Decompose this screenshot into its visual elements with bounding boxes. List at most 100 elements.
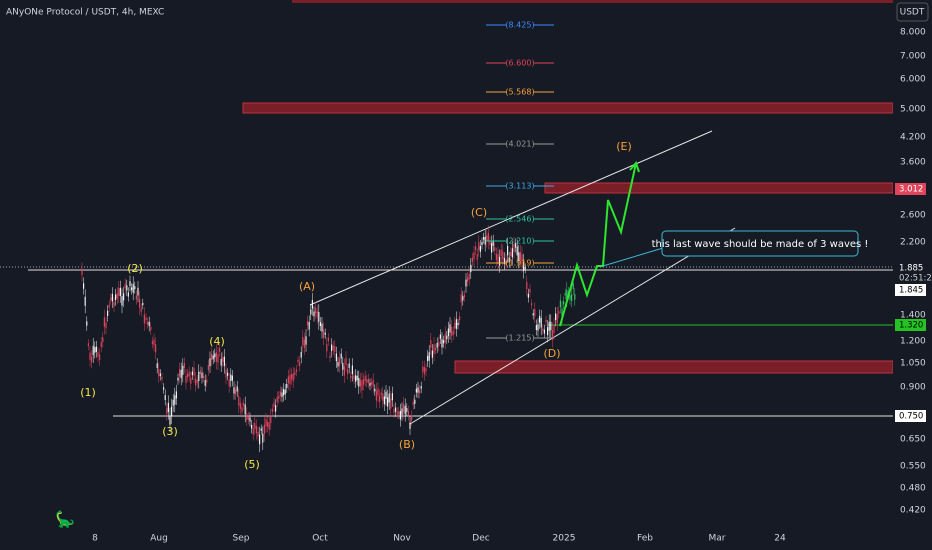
candle-body <box>318 312 320 322</box>
candle-body <box>143 314 145 324</box>
candle-body <box>511 248 513 258</box>
candle-body <box>559 300 561 308</box>
time-label: Oct <box>312 534 328 544</box>
candle-body <box>191 371 193 376</box>
candle-body <box>425 368 427 372</box>
candle-body <box>537 324 539 331</box>
candle-body <box>371 381 373 385</box>
candle-body <box>259 434 261 445</box>
candle-body <box>203 375 205 379</box>
candle-body <box>455 319 457 329</box>
candle-body <box>124 283 126 289</box>
candle-body <box>87 343 89 346</box>
candle-body <box>199 370 201 375</box>
candle-body <box>419 389 421 394</box>
currency[interactable]: USDT <box>900 8 925 18</box>
candle-body <box>307 321 309 326</box>
candle-body <box>494 247 496 251</box>
price-label: 1.200 <box>900 337 926 347</box>
candle-body <box>175 391 177 399</box>
candle-body <box>423 367 425 375</box>
candle-body <box>89 352 91 360</box>
fib-label: (3.113) <box>505 182 534 191</box>
candle-body <box>436 342 438 348</box>
candle-body <box>323 329 325 338</box>
candle-body <box>435 347 437 351</box>
price-tag-text: 1.845 <box>899 286 923 296</box>
currency-box[interactable] <box>896 2 929 22</box>
candle-body <box>233 387 235 394</box>
fib-label: (2.210) <box>505 237 534 246</box>
candle-body <box>265 419 267 427</box>
price-label: 3.600 <box>900 158 926 168</box>
candles <box>81 225 576 453</box>
red-zone <box>544 182 894 194</box>
price-label: 8.000 <box>900 28 926 38</box>
zones <box>0 0 894 425</box>
candle-body <box>243 403 245 406</box>
candle-body <box>409 422 411 429</box>
candle-body <box>113 302 115 307</box>
candle-body <box>460 294 462 303</box>
candle-body <box>433 344 435 354</box>
candle-body <box>515 243 517 248</box>
candle-body <box>374 388 376 392</box>
candle-body <box>571 294 573 301</box>
candle-body <box>239 403 241 409</box>
candle-body <box>551 330 553 340</box>
candle-body <box>513 243 515 252</box>
candle-body <box>303 339 305 348</box>
candle-body <box>156 363 158 369</box>
candle-body <box>377 388 379 396</box>
candle-body <box>415 388 417 393</box>
candle-body <box>263 424 265 434</box>
candle-body <box>315 307 317 314</box>
candle-body <box>283 389 285 396</box>
price-tag <box>895 272 926 284</box>
candle-body <box>286 383 288 388</box>
candle-body <box>206 379 208 383</box>
candle-body <box>459 316 461 320</box>
candle-body <box>491 243 493 253</box>
candle-body <box>251 424 253 429</box>
candle-body <box>308 322 310 330</box>
candle-body <box>390 398 392 409</box>
price-label: 1.050 <box>900 359 926 369</box>
candle-body <box>531 303 533 306</box>
candle-body <box>222 357 224 362</box>
price-label: 1.400 <box>900 311 926 321</box>
candle-body <box>404 405 406 415</box>
candle-body <box>467 277 469 282</box>
candle-body <box>547 327 549 336</box>
candle-body <box>439 334 441 339</box>
wave-label: (4) <box>209 335 225 348</box>
price-tag-text: 1.320 <box>899 321 923 331</box>
candle-body <box>161 376 163 380</box>
candle-body <box>356 375 358 381</box>
candle-body <box>201 372 203 378</box>
candle-body <box>159 373 161 377</box>
candle-body <box>558 311 560 314</box>
fib-label: (8.425) <box>505 21 534 30</box>
candle-body <box>83 283 85 289</box>
candle-body <box>327 337 329 342</box>
candle-body <box>179 369 181 377</box>
price-tag <box>895 183 926 195</box>
candle-body <box>255 426 257 433</box>
candle-body <box>148 321 150 327</box>
candle-body <box>483 237 485 240</box>
candle-body <box>241 407 243 413</box>
candle-body <box>188 371 190 377</box>
candle-body <box>495 253 497 260</box>
candle-body <box>151 341 153 344</box>
candle-body <box>407 410 409 416</box>
time-label: Dec <box>472 534 489 544</box>
candle-body <box>545 319 547 322</box>
candle-body <box>196 379 198 384</box>
candle-body <box>430 339 432 348</box>
candle-body <box>193 367 195 376</box>
candle-body <box>103 317 105 327</box>
candle-body <box>367 378 369 384</box>
candle-body <box>388 393 390 403</box>
candle-body <box>473 252 475 260</box>
